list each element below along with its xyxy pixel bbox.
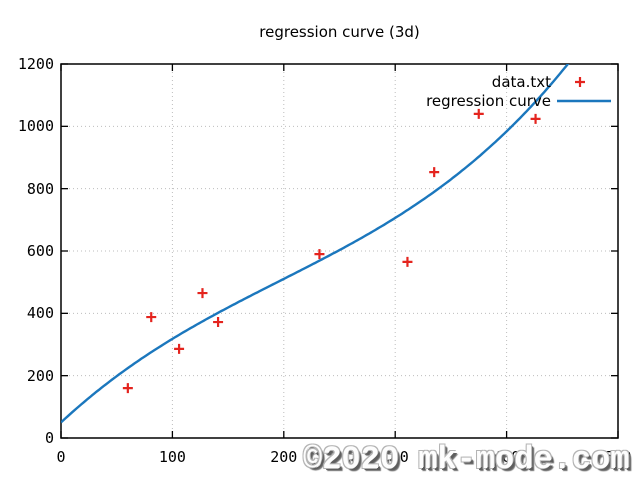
watermark: ©2020 mk-mode.com [303, 441, 630, 478]
regression-curve-path [61, 64, 570, 424]
x-tick-label: 500 [604, 448, 632, 466]
y-tick-label: 600 [26, 242, 54, 260]
data-point-marker [473, 108, 484, 119]
legend-label-data-txt: data.txt [491, 73, 551, 91]
x-tick-label: 0 [56, 448, 66, 466]
chart-title: regression curve (3d) [259, 23, 420, 41]
data-point-marker [530, 113, 541, 124]
y-tick-label: 800 [26, 179, 54, 198]
y-tick-label: 400 [26, 304, 54, 323]
x-tick-label: 100 [158, 448, 186, 466]
y-tick-label: 1200 [17, 55, 54, 73]
data-point-marker [402, 256, 413, 267]
y-tick-label: 200 [26, 366, 54, 385]
legend-marker-plus [575, 77, 585, 87]
legend-label-regression-curve: regression curve [426, 92, 551, 110]
data-point-marker [174, 343, 185, 354]
data-point-marker [197, 288, 208, 299]
x-tick-label: 200 [270, 448, 298, 466]
y-tick-label: 1000 [17, 117, 54, 136]
data-point-marker [429, 167, 440, 178]
data-point-marker [146, 312, 157, 323]
data-point-marker [213, 317, 224, 328]
x-tick-label: 300 [381, 448, 409, 466]
x-tick-label: 400 [493, 448, 521, 466]
y-tick-label: 0 [44, 429, 54, 447]
data-point-marker [122, 383, 133, 394]
data-point-marker [314, 249, 325, 260]
